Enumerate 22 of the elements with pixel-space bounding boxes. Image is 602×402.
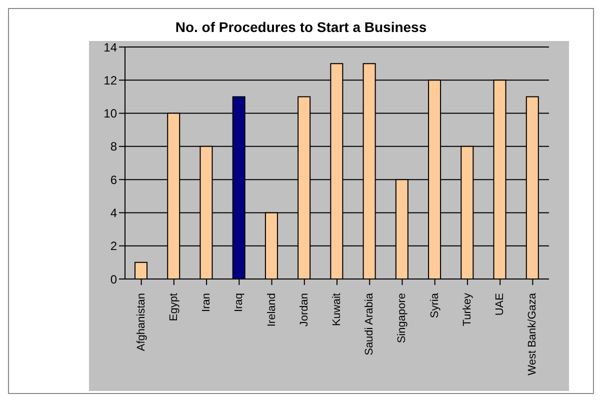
y-tick-label: 14 [104, 40, 118, 54]
y-tick-label: 4 [110, 206, 118, 220]
chart-title: No. of Procedures to Start a Business [174, 18, 428, 37]
x-tick-label: Saudi Arabia [364, 292, 376, 356]
y-tick-label: 6 [110, 172, 118, 187]
y-tick-label: 12 [104, 73, 118, 88]
x-tick-label: Singapore [396, 293, 408, 344]
x-tick-label: Iran [200, 293, 213, 312]
y-tick-label: 0 [110, 272, 118, 286]
x-tick-label: Jordan [298, 293, 310, 327]
x-tick-label: Turkey [461, 292, 474, 326]
y-tick-label: 2 [110, 239, 118, 254]
x-tick-label: Iraq [233, 293, 246, 312]
x-tick-label: Ireland [266, 293, 278, 327]
x-tick-label: Egypt [168, 293, 180, 322]
x-tick-label: Kuwait [331, 293, 343, 326]
x-tick-label: West Bank/Gaza [526, 292, 539, 376]
x-tick-label: Syria [428, 292, 441, 318]
y-tick-label: 8 [110, 140, 118, 154]
x-tick-label: Afghanistan [135, 293, 148, 352]
y-tick-label: 10 [104, 106, 118, 121]
x-tick-label: UAE [494, 293, 506, 316]
